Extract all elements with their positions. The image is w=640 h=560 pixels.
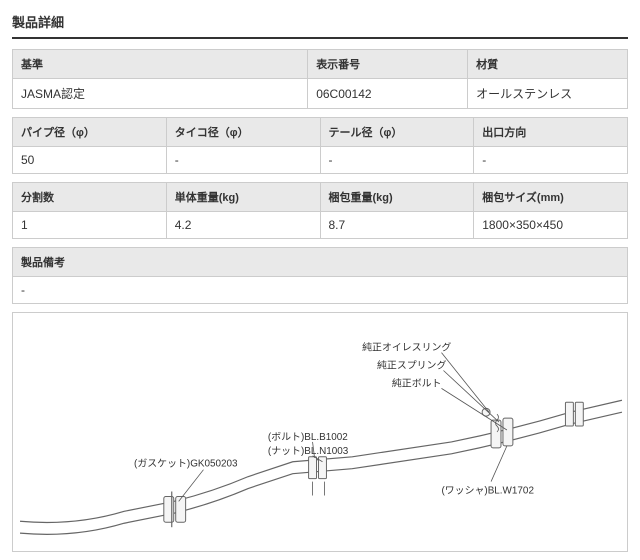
value-display-no: 06C00142 [308,79,468,109]
header-standard: 基準 [13,50,308,79]
header-tail-dia: テール径（φ） [320,118,474,147]
label-nut: (ナット)BL.N1003 [268,445,349,457]
header-pipe-dia: パイプ径（φ） [13,118,167,147]
header-remarks: 製品備考 [13,248,628,277]
header-taiko-dia: タイコ径（φ） [166,118,320,147]
header-split: 分割数 [13,183,167,212]
value-pack-weight: 8.7 [320,212,474,239]
value-standard: JASMA認定 [13,79,308,109]
value-outlet-dir: - [474,147,628,174]
value-tail-dia: - [320,147,474,174]
label-spring: 純正スプリング [377,359,446,372]
header-material: 材質 [468,50,628,79]
flange-right-icon [565,402,583,426]
product-diagram: 純正オイレスリング 純正スプリング 純正ボルト (ガスケット)GK050203 … [12,312,628,552]
header-outlet-dir: 出口方向 [474,118,628,147]
label-bolt-oem: 純正ボルト [392,376,442,389]
spring-joint-icon [482,408,513,448]
value-unit-weight: 4.2 [166,212,320,239]
value-material: オールステンレス [468,79,628,109]
spec-table-2: パイプ径（φ） タイコ径（φ） テール径（φ） 出口方向 50 - - - [12,117,628,174]
header-pack-weight: 梱包重量(kg) [320,183,474,212]
value-remarks: - [13,277,628,304]
label-bolt: (ボルト)BL.B1002 [268,431,348,443]
label-gasket: (ガスケット)GK050203 [134,458,238,470]
label-oilring: 純正オイレスリング [362,341,451,354]
header-pack-size: 梱包サイズ(mm) [474,183,628,212]
label-washer: (ワッシャ)BL.W1702 [441,485,534,496]
section-title: 製品詳細 [12,8,628,39]
spec-table-4: 製品備考 - [12,247,628,304]
header-display-no: 表示番号 [308,50,468,79]
bolt-nut-mid-icon [309,457,327,496]
value-split: 1 [13,212,167,239]
header-unit-weight: 単体重量(kg) [166,183,320,212]
value-pack-size: 1800×350×450 [474,212,628,239]
value-pipe-dia: 50 [13,147,167,174]
spec-table-1: 基準 表示番号 材質 JASMA認定 06C00142 オールステンレス [12,49,628,109]
spec-table-3: 分割数 単体重量(kg) 梱包重量(kg) 梱包サイズ(mm) 1 4.2 8.… [12,182,628,239]
value-taiko-dia: - [166,147,320,174]
